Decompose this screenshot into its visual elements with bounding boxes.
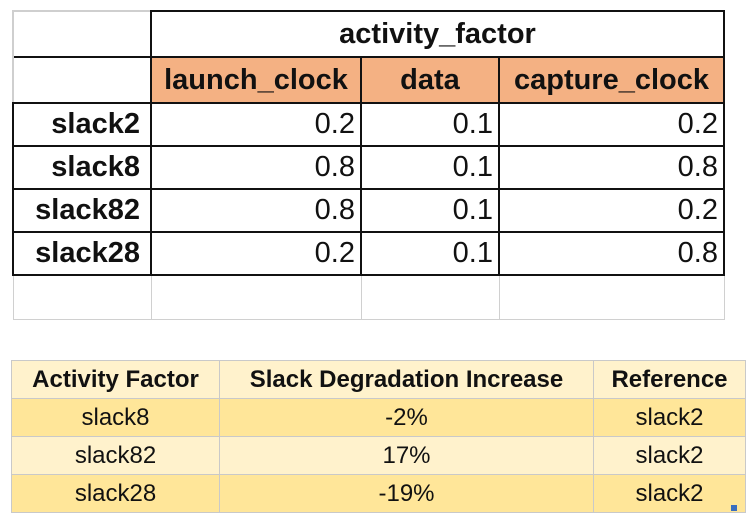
table-row: slack8 -2% slack2 [11,398,746,437]
table-cell[interactable]: 0.2 [150,102,362,147]
empty-row [12,274,725,320]
table-row: slack2 0.2 0.1 0.2 [12,102,725,147]
column-header-row: launch_clock data capture_clock [12,56,725,104]
table-cell[interactable]: 0.2 [498,102,725,147]
table-row: slack82 0.8 0.1 0.2 [12,188,725,233]
table-cell[interactable]: slack8 [11,398,220,437]
row-label[interactable]: slack8 [12,145,152,190]
empty-cell[interactable] [12,274,152,320]
table-cell[interactable]: 0.1 [360,102,500,147]
table-cell[interactable]: 17% [219,436,594,475]
row-label[interactable]: slack82 [12,188,152,233]
column-header-reference[interactable]: Reference [593,360,746,399]
table-cell[interactable]: 0.2 [498,188,725,233]
table-cell[interactable]: 0.1 [360,231,500,276]
empty-cell[interactable] [498,274,725,320]
corner-cell[interactable] [12,56,152,104]
column-header-slack-degradation-increase[interactable]: Slack Degradation Increase [219,360,594,399]
table-cell[interactable]: slack28 [11,474,220,513]
table-row: slack82 17% slack2 [11,436,746,475]
group-header-row: activity_factor [12,10,725,58]
table-cell[interactable]: slack2 [593,436,746,475]
slack-degradation-table: Activity Factor Slack Degradation Increa… [11,360,746,513]
table-cell[interactable]: slack82 [11,436,220,475]
column-header-activity-factor[interactable]: Activity Factor [11,360,220,399]
table-cell[interactable]: 0.8 [498,145,725,190]
table-cell[interactable]: -19% [219,474,594,513]
table-cell[interactable]: slack2 [593,398,746,437]
activity-factor-table: activity_factor launch_clock data captur… [12,10,725,320]
header-row: Activity Factor Slack Degradation Increa… [11,360,746,399]
column-header-capture-clock[interactable]: capture_clock [498,56,725,104]
row-label[interactable]: slack28 [12,231,152,276]
table-row: slack28 0.2 0.1 0.8 [12,231,725,276]
table-cell[interactable]: 0.8 [498,231,725,276]
table-cell[interactable]: 0.8 [150,188,362,233]
table-row: slack8 0.8 0.1 0.8 [12,145,725,190]
row-label[interactable]: slack2 [12,102,152,147]
empty-cell[interactable] [150,274,362,320]
empty-cell[interactable] [360,274,500,320]
table-row: slack28 -19% slack2 [11,474,746,513]
group-header-cell[interactable]: activity_factor [150,10,725,58]
table-cell[interactable]: 0.2 [150,231,362,276]
table-cell[interactable]: 0.1 [360,188,500,233]
resize-handle[interactable] [731,505,737,511]
table-cell[interactable]: 0.1 [360,145,500,190]
corner-cell[interactable] [12,10,152,58]
table-cell[interactable]: 0.8 [150,145,362,190]
column-header-launch-clock[interactable]: launch_clock [150,56,362,104]
table-cell[interactable]: slack2 [593,474,746,513]
table-cell[interactable]: -2% [219,398,594,437]
column-header-data[interactable]: data [360,56,500,104]
